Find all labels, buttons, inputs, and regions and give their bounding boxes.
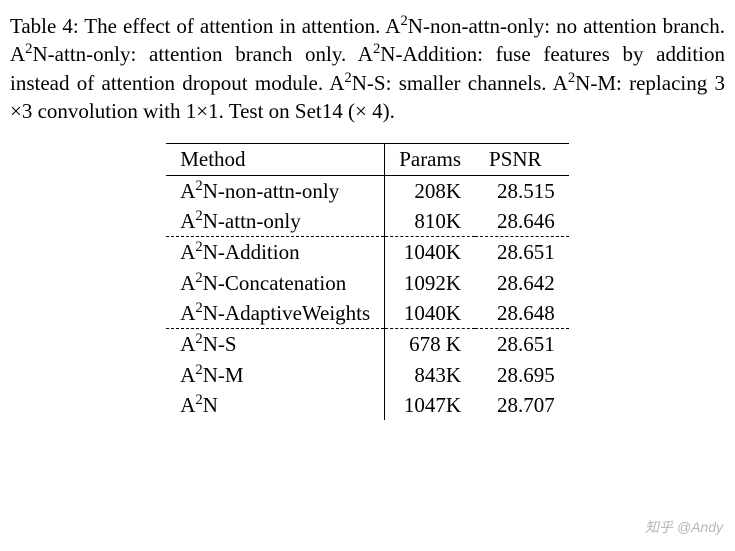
table-row: A2N 1047K 28.707 [166,390,569,420]
watermark: 知乎 @Andy [645,518,723,537]
col-method: Method [166,144,384,175]
table-row: A2N-non-attn-only 208K 28.515 [166,175,569,206]
table-row: A2N-Addition 1040K 28.651 [166,237,569,268]
results-table: Method Params PSNR A2N-non-attn-only 208… [166,143,569,420]
caption-prefix: Table 4: The effect of attention in atte… [10,14,385,38]
cap-part-0: A2N-non-attn-only: no attention branch. [385,14,725,38]
cap-part-1: A2N-attn-only: attention branch only. [10,42,358,66]
table-row: A2N-AdaptiveWeights 1040K 28.648 [166,298,569,329]
table-row: A2N-S 678 K 28.651 [166,329,569,360]
cap-part-3: A2N-S: smaller channels. [329,71,552,95]
col-params: Params [385,144,475,175]
table-row: A2N-M 843K 28.695 [166,360,569,390]
table-caption: Table 4: The effect of attention in atte… [10,12,725,125]
col-psnr: PSNR [475,144,569,175]
table-header-row: Method Params PSNR [166,144,569,175]
table-row: A2N-attn-only 810K 28.646 [166,206,569,237]
table-row: A2N-Concatenation 1092K 28.642 [166,268,569,298]
